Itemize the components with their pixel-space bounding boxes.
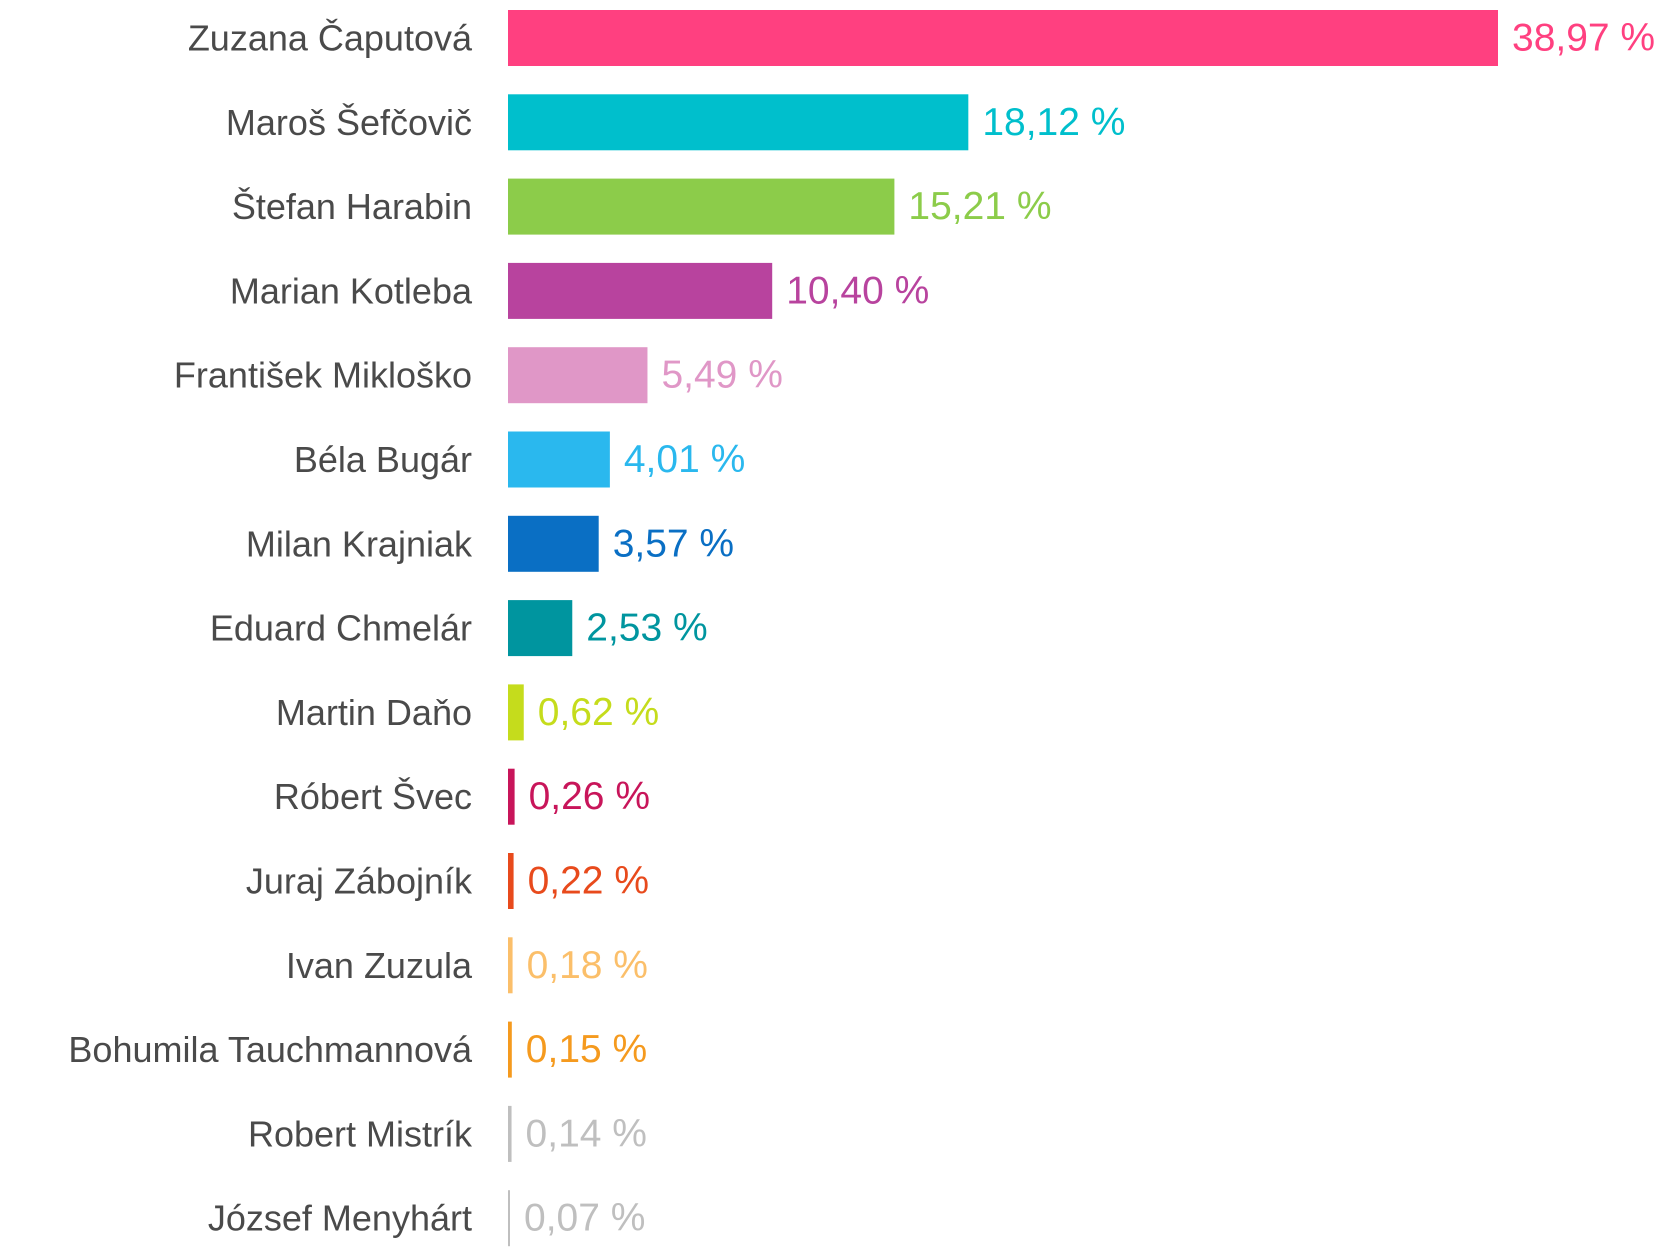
category-label: Zuzana Čaputová [188,18,473,59]
category-label: Martin Daňo [276,692,472,733]
bar [508,937,513,994]
value-label: 0,14 % [526,1112,647,1155]
category-label: Béla Bugár [294,439,472,480]
bar [508,94,969,151]
bar-row: Bohumila Tauchmannová 0,15 % [68,1021,647,1078]
bar-row: Štefan Harabin 15,21 % [232,178,1052,235]
bar [508,431,610,488]
category-label: Maroš Šefčovič [226,102,472,143]
value-label: 0,15 % [526,1028,647,1071]
bar-row: Maroš Šefčovič 18,12 % [226,94,1125,151]
category-label: Bohumila Tauchmannová [68,1029,473,1070]
category-label: Marian Kotleba [230,270,473,311]
bar [508,262,773,319]
value-label: 0,26 % [529,775,650,818]
bar [508,347,648,404]
bar-row: Ivan Zuzula 0,18 % [286,937,648,994]
value-label: 18,12 % [982,101,1125,144]
value-label: 0,18 % [527,944,648,987]
category-label: Štefan Harabin [232,186,472,227]
value-label: 2,53 % [586,607,707,650]
category-label: József Menyhárt [208,1198,472,1239]
value-label: 3,57 % [613,522,734,565]
bar-row: József Menyhárt 0,07 % [208,1190,645,1247]
value-label: 4,01 % [624,438,745,481]
bar-row: Juraj Zábojník 0,22 % [246,853,649,909]
category-label: Eduard Chmelár [210,608,472,649]
category-label: Ivan Zuzula [286,945,473,986]
bar [508,600,573,657]
category-label: Juraj Zábojník [246,861,473,902]
bar [508,10,1498,66]
value-label: 0,07 % [524,1197,645,1240]
bar [508,515,599,572]
category-label: Róbert Švec [274,776,472,817]
bar-row: Zuzana Čaputová 38,97 % [188,10,1655,66]
bar [508,768,515,825]
category-label: Milan Krajniak [246,523,473,564]
bar [508,178,895,235]
bar [508,1105,512,1162]
chart-rows: Zuzana Čaputová 38,97 % Maroš Šefčovič 18,1… [68,10,1655,1247]
bar-row: František Mikloško 5,49 % [174,347,783,404]
bar-row: Marian Kotleba 10,40 % [230,262,929,319]
bar [508,684,524,741]
bar-row: Róbert Švec 0,26 % [274,768,650,825]
value-label: 10,40 % [786,269,929,312]
category-label: František Mikloško [174,355,472,396]
bar-row: Martin Daňo 0,62 % [276,684,659,741]
bar [508,1190,510,1247]
value-label: 0,22 % [528,860,649,903]
bar-row: Robert Mistrík 0,14 % [248,1105,647,1162]
bar-row: Eduard Chmelár 2,53 % [210,600,708,657]
value-label: 38,97 % [1512,17,1655,60]
value-label: 5,49 % [661,354,782,397]
category-label: Robert Mistrík [248,1113,473,1154]
value-label: 0,62 % [538,691,659,734]
bar-row: Milan Krajniak 3,57 % [246,515,734,572]
bar-row: Béla Bugár 4,01 % [294,431,745,488]
value-label: 15,21 % [908,185,1051,228]
bar [508,1021,512,1078]
bar [508,853,514,909]
